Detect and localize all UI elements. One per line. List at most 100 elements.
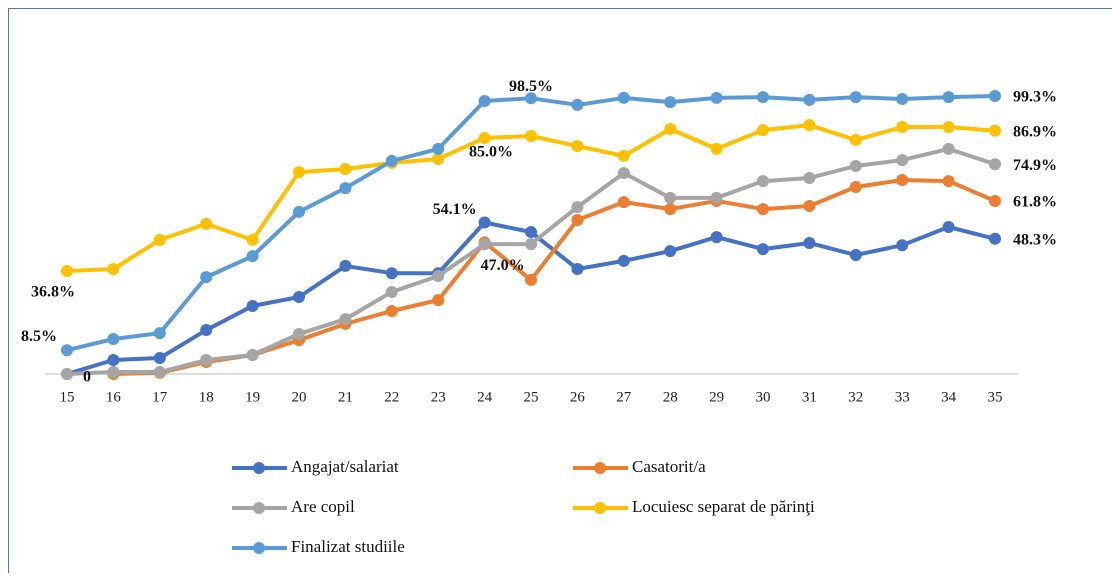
point (618, 196, 630, 208)
legend-marker (253, 502, 265, 514)
point (200, 324, 212, 336)
point (757, 243, 769, 255)
point (757, 175, 769, 187)
data-label: 99.3% (1013, 89, 1057, 106)
point (711, 192, 723, 204)
point (757, 203, 769, 215)
point (850, 160, 862, 172)
x-tick-label: 30 (756, 389, 771, 405)
x-tick-label: 31 (802, 389, 817, 405)
point (479, 238, 491, 250)
point (386, 286, 398, 298)
point (339, 313, 351, 325)
point (664, 123, 676, 135)
point (757, 91, 769, 103)
point (525, 238, 537, 250)
x-tick-label: 17 (152, 389, 168, 405)
x-tick-label: 29 (709, 389, 724, 405)
point (618, 167, 630, 179)
data-label: 61.8% (1013, 194, 1057, 211)
data-label: 74.9% (1013, 157, 1057, 174)
point (803, 237, 815, 249)
legend-marker (594, 462, 606, 474)
legend-marker (253, 462, 265, 474)
point (664, 192, 676, 204)
point (618, 150, 630, 162)
point (896, 239, 908, 251)
data-label: 86.9% (1013, 123, 1057, 140)
point (293, 206, 305, 218)
point (896, 93, 908, 105)
point (803, 172, 815, 184)
point (850, 91, 862, 103)
x-tick-label: 32 (848, 389, 863, 405)
point (386, 267, 398, 279)
point (432, 143, 444, 155)
point (339, 163, 351, 175)
point (107, 333, 119, 345)
point (896, 154, 908, 166)
point (386, 305, 398, 317)
point (943, 121, 955, 133)
x-tick-label: 18 (199, 389, 214, 405)
point (571, 140, 583, 152)
x-tick-label: 16 (106, 389, 122, 405)
point (247, 300, 259, 312)
point (803, 200, 815, 212)
point (711, 143, 723, 155)
x-tick-label: 22 (384, 389, 399, 405)
x-tick-label: 27 (616, 389, 632, 405)
point (989, 195, 1001, 207)
point (154, 327, 166, 339)
point (664, 203, 676, 215)
point (896, 121, 908, 133)
data-label: 54.1% (433, 201, 477, 218)
point (432, 294, 444, 306)
x-tick-label: 24 (477, 389, 493, 405)
point (943, 221, 955, 233)
point (200, 271, 212, 283)
point (571, 263, 583, 275)
point (61, 344, 73, 356)
point (989, 125, 1001, 137)
point (571, 99, 583, 111)
point (200, 218, 212, 230)
point (850, 249, 862, 261)
point (339, 260, 351, 272)
point (479, 95, 491, 107)
legend-label: Casatorit/a (632, 457, 706, 476)
point (200, 354, 212, 366)
x-tick-label: 33 (895, 389, 910, 405)
point (943, 91, 955, 103)
point (154, 366, 166, 378)
point (664, 96, 676, 108)
point (711, 92, 723, 104)
point (293, 328, 305, 340)
point (803, 119, 815, 131)
point (247, 349, 259, 361)
point (525, 226, 537, 238)
point (711, 231, 723, 243)
legend-marker (253, 542, 265, 554)
x-tick-label: 34 (941, 389, 957, 405)
point (61, 265, 73, 277)
legend-label: Locuiesc separat de părinţi (632, 497, 815, 516)
data-label: 98.5% (509, 78, 553, 95)
x-tick-label: 26 (570, 389, 586, 405)
point (293, 291, 305, 303)
point (107, 366, 119, 378)
legend-label: Angajat/salariat (291, 457, 399, 476)
point (525, 274, 537, 286)
point (803, 94, 815, 106)
point (989, 233, 1001, 245)
point (339, 182, 351, 194)
x-tick-label: 28 (663, 389, 678, 405)
data-label: 47.0% (481, 257, 525, 274)
point (850, 134, 862, 146)
data-label: 36.8% (31, 284, 75, 301)
legend-label: Are copil (291, 497, 355, 516)
legend-marker (594, 502, 606, 514)
point (432, 270, 444, 282)
x-tick-label: 21 (338, 389, 353, 405)
